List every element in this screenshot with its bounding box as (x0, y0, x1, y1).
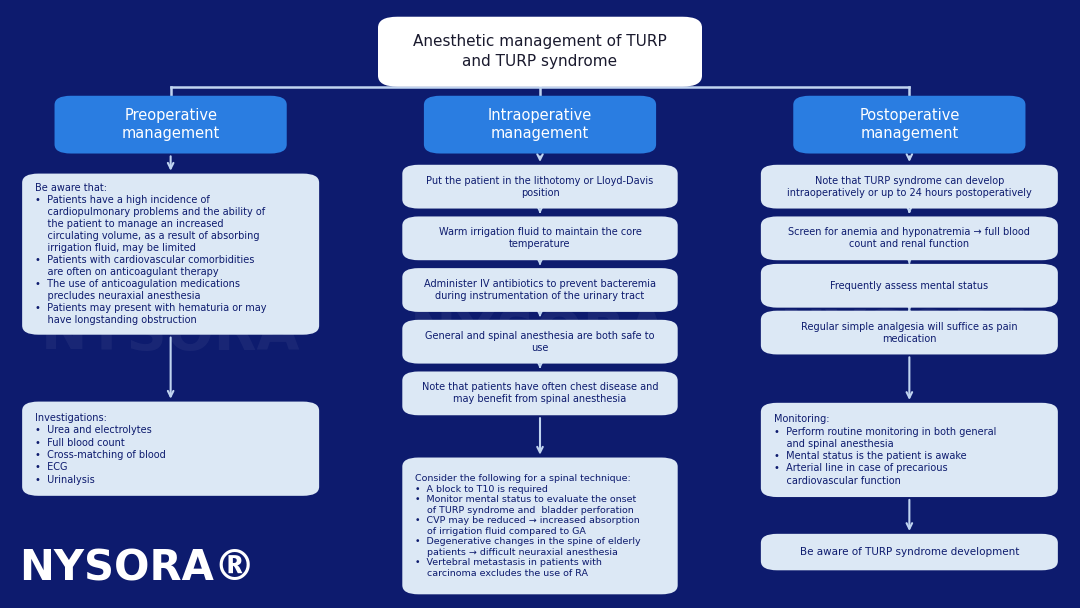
Text: Note that TURP syndrome can develop
intraoperatively or up to 24 hours postopera: Note that TURP syndrome can develop intr… (787, 176, 1031, 198)
Text: Consider the following for a spinal technique:
•  A block to T10 is required
•  : Consider the following for a spinal tech… (415, 474, 640, 578)
FancyBboxPatch shape (22, 174, 320, 334)
Text: Administer IV antibiotics to prevent bacteremia
during instrumentation of the ur: Administer IV antibiotics to prevent bac… (424, 279, 656, 301)
FancyBboxPatch shape (760, 216, 1057, 260)
FancyBboxPatch shape (793, 96, 1025, 154)
FancyBboxPatch shape (22, 401, 320, 496)
Text: Anesthetic management of TURP
and TURP syndrome: Anesthetic management of TURP and TURP s… (414, 34, 666, 69)
FancyBboxPatch shape (760, 402, 1057, 497)
FancyBboxPatch shape (402, 371, 678, 415)
Text: Postoperative
management: Postoperative management (860, 108, 959, 142)
Text: Be aware of TURP syndrome development: Be aware of TURP syndrome development (799, 547, 1020, 557)
FancyBboxPatch shape (424, 96, 657, 154)
FancyBboxPatch shape (760, 264, 1057, 308)
Text: NYSORA®: NYSORA® (19, 547, 256, 590)
Text: NYSORA: NYSORA (780, 308, 1039, 361)
Text: Frequently assess mental status: Frequently assess mental status (831, 281, 988, 291)
FancyBboxPatch shape (55, 96, 287, 154)
FancyBboxPatch shape (402, 320, 678, 364)
FancyBboxPatch shape (760, 165, 1057, 209)
Text: Put the patient in the lithotomy or Lloyd-Davis
position: Put the patient in the lithotomy or Lloy… (427, 176, 653, 198)
Text: Monitoring:
•  Perform routine monitoring in both general
    and spinal anesthe: Monitoring: • Perform routine monitoring… (773, 414, 996, 486)
FancyBboxPatch shape (760, 311, 1057, 354)
Text: NYSORA: NYSORA (41, 308, 300, 361)
Text: NYSORA: NYSORA (410, 308, 670, 361)
Text: Be aware that:
•  Patients have a high incidence of
    cardiopulmonary problems: Be aware that: • Patients have a high in… (35, 183, 267, 325)
Text: Intraoperative
management: Intraoperative management (488, 108, 592, 142)
Text: Warm irrigation fluid to maintain the core
temperature: Warm irrigation fluid to maintain the co… (438, 227, 642, 249)
FancyBboxPatch shape (402, 458, 678, 595)
Text: Preoperative
management: Preoperative management (122, 108, 219, 142)
Text: Screen for anemia and hyponatremia → full blood
count and renal function: Screen for anemia and hyponatremia → ful… (788, 227, 1030, 249)
Text: General and spinal anesthesia are both safe to
use: General and spinal anesthesia are both s… (426, 331, 654, 353)
Text: Note that patients have often chest disease and
may benefit from spinal anesthes: Note that patients have often chest dise… (422, 382, 658, 404)
Text: Regular simple analgesia will suffice as pain
medication: Regular simple analgesia will suffice as… (801, 322, 1017, 344)
FancyBboxPatch shape (760, 534, 1057, 570)
FancyBboxPatch shape (378, 17, 702, 87)
FancyBboxPatch shape (402, 165, 678, 209)
Text: Investigations:
•  Urea and electrolytes
•  Full blood count
•  Cross-matching o: Investigations: • Urea and electrolytes … (35, 413, 166, 485)
FancyBboxPatch shape (402, 268, 678, 312)
FancyBboxPatch shape (402, 216, 678, 260)
